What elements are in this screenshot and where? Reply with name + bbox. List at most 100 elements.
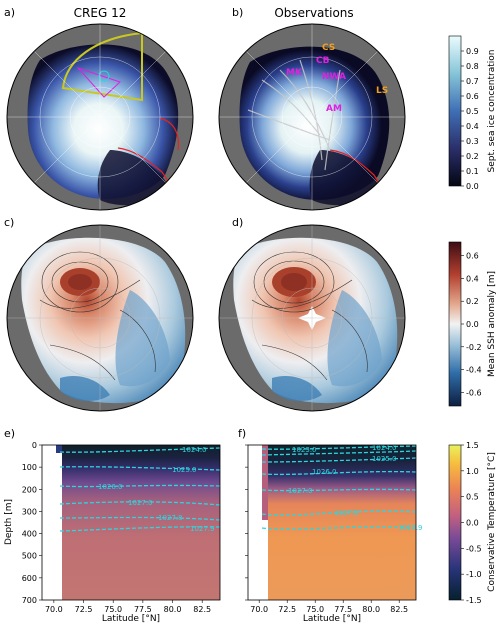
svg-text:1025.0: 1025.0: [372, 455, 397, 463]
region-label-nwa: NWA: [322, 72, 346, 82]
colorbar-ssh-label: Mean SSH anomaly [m]: [487, 271, 497, 377]
panel-b: b) Observations CS CB MK NWA AM LS: [218, 6, 406, 211]
panel-d-ssh-low: [327, 290, 382, 387]
region-label-ls: LS: [376, 86, 388, 96]
panel-a-ice-edge-2: [159, 117, 180, 151]
colorbar-tick-label: -0.4: [466, 366, 482, 375]
svg-text:1024.0: 1024.0: [372, 444, 397, 452]
panel-c-letter: c): [4, 216, 14, 229]
panel-e-isopycnals: [59, 447, 221, 532]
svg-text:1027.9: 1027.9: [398, 524, 423, 532]
panel-b-dark-ocean: [309, 150, 382, 206]
panel-a-dark-ocean: [97, 150, 170, 206]
y-tick-label: 300: [22, 507, 37, 516]
panel-d: d): [218, 216, 406, 412]
svg-text:1026.0: 1026.0: [98, 483, 123, 491]
x-tick-label: 75.0: [306, 605, 324, 614]
x-tick-label: 77.5: [134, 605, 152, 614]
panel-d-letter: d): [232, 216, 243, 229]
panel-b-tracks: [247, 59, 341, 171]
colorbar-tick-label: 0.2: [466, 297, 479, 306]
colorbar-tick-label: 0.6: [466, 92, 479, 101]
panel-e-axes: 70.0 72.5 75.0 77.5 80.0 82.5 0 100 200 300 400 500…: [22, 441, 211, 614]
panel-e-ylabel: Depth [m]: [4, 499, 14, 545]
region-label-cb: CB: [316, 56, 330, 66]
x-tick-label: 75.0: [104, 605, 122, 614]
colorbar-tick-label: 1.0: [466, 467, 479, 476]
colorbar-tick-label: -0.6: [466, 388, 482, 397]
colorbar-tick-label: 0.2: [466, 152, 479, 161]
panel-a-region-circle: [98, 70, 110, 82]
panel-f-isopycnals: [261, 445, 417, 530]
x-tick-label: 72.5: [278, 605, 296, 614]
panel-f-axes: 70.0 72.5 75.0 77.5 80.0 82.5: [245, 444, 408, 614]
svg-text:1027.0: 1027.0: [128, 499, 153, 507]
svg-text:1027.0: 1027.0: [288, 487, 313, 495]
svg-text:1024.0: 1024.0: [182, 446, 207, 454]
panel-a: a) CREG 12: [4, 6, 194, 211]
colorbar-ssh: -0.6 -0.4 -0.2 0.0 0.2 0.4 0.6 Mean SSH anomal…: [448, 241, 497, 407]
region-label-cs: CS: [322, 43, 335, 53]
colorbar-temp-label: Conservative Temperature [°C]: [487, 452, 497, 592]
y-tick-label: 400: [22, 530, 37, 539]
colorbar-tick-label: 0.6: [466, 252, 479, 261]
svg-text:1027.9: 1027.9: [190, 525, 215, 533]
colorbar-ice-label: Sept. sea ice concentration: [487, 50, 497, 173]
colorbar-tick-label: -1.0: [466, 570, 482, 579]
y-tick-label: 200: [22, 485, 37, 494]
svg-text:1027.8: 1027.8: [158, 514, 183, 522]
panel-f-isopycnal-labels: 1023.0 1024.0 1025.0 1026.0 1027.0 1027.…: [288, 444, 423, 532]
colorbar-tick-label: 0.4: [466, 274, 479, 283]
colorbar-tick-label: 0.7: [466, 77, 479, 86]
panel-e: e) 1024.0 1025.0 1026.0 1027.0 1027.8 10…: [4, 427, 221, 624]
panel-f-section: [268, 445, 416, 600]
colorbar-tick-label: -0.2: [466, 343, 482, 352]
region-label-am: AM: [326, 104, 342, 114]
x-tick-label: 70.0: [250, 605, 268, 614]
colorbar-ice-bar: [448, 35, 462, 187]
svg-text:1023.0: 1023.0: [292, 446, 317, 454]
svg-text:1026.0: 1026.0: [312, 468, 337, 476]
y-tick-label: 0: [32, 441, 37, 450]
panel-c-ssh-low: [115, 290, 170, 387]
colorbar-temp: -1.5 -1.0 -0.5 0.0 0.5 1.0 1.5 Conservative Te…: [448, 441, 497, 605]
colorbar-temp-bar: [448, 444, 462, 601]
x-tick-label: 72.5: [75, 605, 93, 614]
panel-b-letter: b): [232, 6, 243, 19]
panel-b-title: Observations: [274, 6, 353, 20]
colorbar-tick-label: 0.0: [466, 519, 479, 528]
x-tick-label: 77.5: [334, 605, 352, 614]
x-tick-label: 80.0: [362, 605, 380, 614]
panel-a-box: [61, 31, 143, 102]
colorbar-tick-label: 1.5: [466, 441, 479, 450]
panel-f-xlabel: Latitude [°N]: [303, 614, 361, 624]
panel-e-xlabel: Latitude [°N]: [102, 614, 160, 624]
x-tick-label: 80.0: [164, 605, 182, 614]
colorbar-tick-label: 0.0: [466, 182, 479, 191]
colorbar-tick-label: 0.5: [466, 493, 479, 502]
panel-f: f) 1023.0 1024.0 1025.0 1026.0 1027.0 10…: [238, 427, 423, 624]
x-tick-label: 82.5: [193, 605, 211, 614]
panel-c: c): [4, 216, 194, 412]
region-label-mk: MK: [286, 68, 303, 78]
colorbar-tick-label: 0.9: [466, 47, 479, 56]
colorbar-ice-ticks: 0.0 0.1 0.2 0.3 0.4 0.5 0.6 0.7 0.8 0.9: [461, 47, 479, 191]
panel-e-section: [62, 445, 220, 600]
panel-a-title: CREG 12: [74, 6, 127, 20]
colorbar-tick-label: -1.5: [466, 596, 482, 605]
panel-e-isopycnal-labels: 1024.0 1025.0 1026.0 1027.0 1027.8 1027.…: [98, 446, 215, 533]
colorbar-tick-label: 0.3: [466, 137, 479, 146]
colorbar-tick-label: 0.4: [466, 122, 479, 131]
colorbar-tick-label: 0.5: [466, 107, 479, 116]
svg-text:1027.8: 1027.8: [334, 509, 359, 517]
colorbar-ssh-bar: [448, 241, 462, 407]
y-tick-label: 500: [22, 552, 37, 561]
colorbar-ssh-ticks: -0.6 -0.4 -0.2 0.0 0.2 0.4 0.6: [461, 252, 482, 397]
x-tick-label: 70.0: [45, 605, 63, 614]
svg-text:1025.0: 1025.0: [172, 466, 197, 474]
colorbar-tick-label: 0.0: [466, 320, 479, 329]
x-tick-label: 82.5: [390, 605, 408, 614]
panel-e-letter: e): [4, 427, 15, 440]
panel-f-letter: f): [238, 427, 246, 440]
